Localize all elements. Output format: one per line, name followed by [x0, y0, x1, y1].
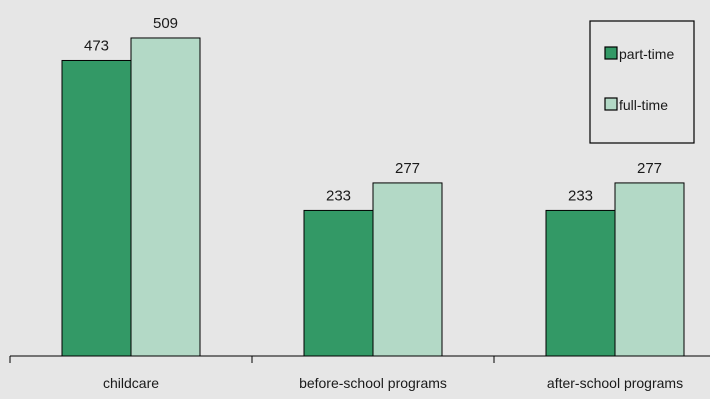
legend-box — [589, 20, 695, 144]
legend-label-part-time: part-time — [619, 46, 674, 62]
data-labels-layer: 473 509 233 277 233 277 — [84, 15, 662, 204]
data-label-after-school-programs-part-time: 233 — [568, 187, 593, 204]
data-label-childcare-part-time: 473 — [84, 37, 109, 54]
legend-label-full-time: full-time — [619, 97, 668, 113]
legend-swatch-full-time — [604, 97, 618, 111]
legend: part-time full-time — [589, 20, 695, 144]
x-tick-label-before-school-programs: before-school programs — [299, 375, 447, 391]
x-tick-labels: childcare before-school programs after-sch… — [103, 375, 683, 391]
bar-after-school-programs-part-time — [545, 209, 616, 357]
bar-before-school-programs-part-time — [303, 209, 374, 357]
x-tick-label-after-school-programs: after-school programs — [547, 375, 683, 391]
data-label-childcare-full-time: 509 — [153, 15, 178, 32]
bars-layer — [61, 37, 685, 357]
x-axis — [9, 355, 710, 363]
data-label-before-school-programs-full-time: 277 — [395, 160, 420, 177]
legend-swatch-part-time — [604, 46, 618, 60]
bar-childcare-full-time — [130, 37, 201, 357]
bar-before-school-programs-full-time — [372, 182, 443, 357]
data-label-after-school-programs-full-time: 277 — [637, 160, 662, 177]
data-label-before-school-programs-part-time: 233 — [326, 187, 351, 204]
bar-childcare-part-time — [61, 59, 132, 357]
bar-after-school-programs-full-time — [614, 182, 685, 357]
x-tick-label-childcare: childcare — [103, 375, 159, 391]
